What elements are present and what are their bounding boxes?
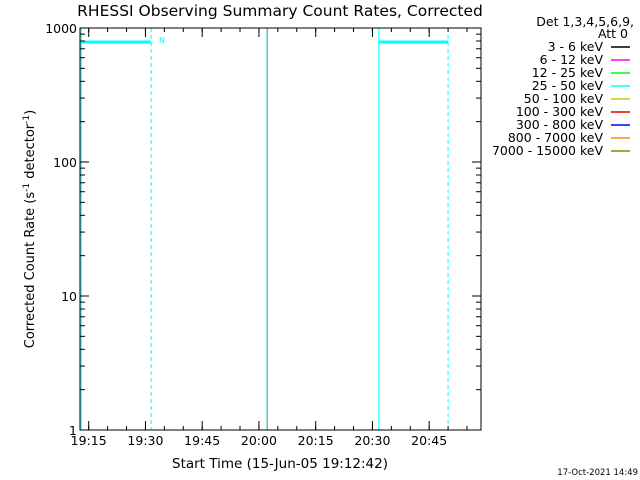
plot-frame xyxy=(79,27,482,431)
x-axis-label: Start Time (15-Jun-05 19:12:42) xyxy=(172,456,388,472)
legend-item: 50 - 100 keV xyxy=(524,91,630,106)
legend-label: 6 - 12 keV xyxy=(540,52,604,67)
legend-item: 25 - 50 keV xyxy=(532,78,630,93)
y-axis-label-sup1: -1 xyxy=(22,183,32,192)
chart-title: RHESSI Observing Summary Count Rates, Co… xyxy=(77,2,483,20)
markers-layer xyxy=(80,28,449,430)
night-marker: N xyxy=(159,36,165,45)
legend-header-1: Det 1,3,4,5,6,9, xyxy=(536,14,634,29)
legend-label: 12 - 25 keV xyxy=(532,65,604,80)
legend-label: 300 - 800 keV xyxy=(516,117,604,132)
legend-label: 50 - 100 keV xyxy=(524,91,604,106)
x-tick-label: 20:45 xyxy=(411,433,447,448)
y-tick-label: 1 xyxy=(69,423,77,438)
y-axis-label-post: ) xyxy=(23,110,38,115)
legend-label: 7000 - 15000 keV xyxy=(492,143,603,158)
legend-item: 3 - 6 keV xyxy=(548,39,630,54)
y-tick-label: 10 xyxy=(61,289,77,304)
y-tick-label: 1000 xyxy=(45,21,77,36)
legend-label: 3 - 6 keV xyxy=(548,39,604,54)
legend-item: 7000 - 15000 keV xyxy=(492,143,630,158)
tick-layer: 19:15 19:30 19:45 20:00 20:15 20:30 20:45 1 10 10… xyxy=(45,21,481,448)
legend-label: 25 - 50 keV xyxy=(532,78,604,93)
y-axis-label: Corrected Count Rate (s-1 detector-1) xyxy=(22,110,38,348)
legend-header-2: Att 0 xyxy=(598,26,628,41)
legend-item: 100 - 300 keV xyxy=(516,104,630,119)
x-tick-label: 20:15 xyxy=(298,433,334,448)
y-tick-label: 100 xyxy=(53,155,77,170)
legend-item: 800 - 7000 keV xyxy=(508,130,630,145)
legend-label: 100 - 300 keV xyxy=(516,104,604,119)
x-tick-label: 19:45 xyxy=(184,433,220,448)
x-tick-label: 19:30 xyxy=(127,433,163,448)
timestamp: 17-Oct-2021 14:49 xyxy=(557,468,638,478)
legend-label: 800 - 7000 keV xyxy=(508,130,604,145)
x-tick-label: 20:00 xyxy=(241,433,277,448)
x-tick-label: 20:30 xyxy=(354,433,390,448)
y-axis-label-sup2: -1 xyxy=(22,115,32,124)
x-tick-label: 19:15 xyxy=(71,433,107,448)
legend-item: 12 - 25 keV xyxy=(532,65,630,80)
y-axis-label-mid: detector xyxy=(23,123,38,183)
legend-item: 300 - 800 keV xyxy=(516,117,630,132)
y-axis-label-pre: Corrected Count Rate (s xyxy=(23,192,38,349)
legend-item: 6 - 12 keV xyxy=(540,52,630,67)
